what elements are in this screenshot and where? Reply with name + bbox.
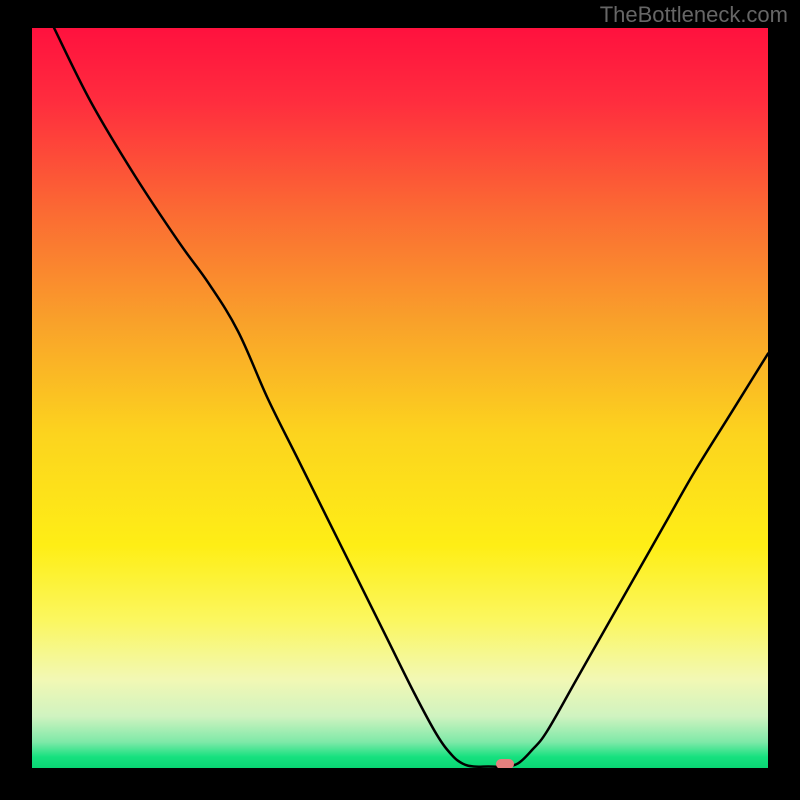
optimal-marker (496, 759, 514, 768)
watermark-text: TheBottleneck.com (600, 2, 788, 28)
bottleneck-curve (32, 28, 768, 768)
plot-area (32, 28, 768, 768)
